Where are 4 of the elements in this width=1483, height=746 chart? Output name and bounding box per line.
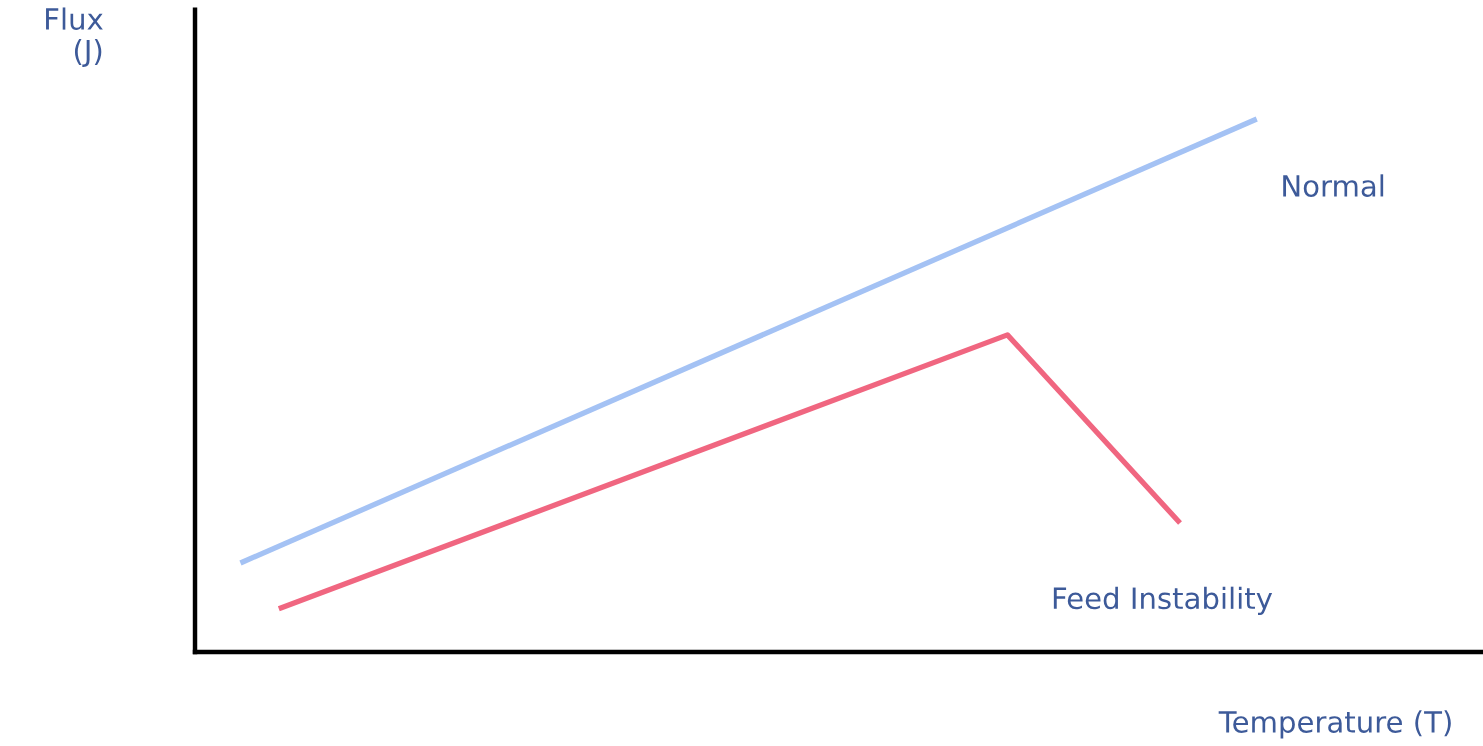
text: Feed Instability: [1053, 586, 1273, 615]
x-axis-title: Temperature (T): [1218, 710, 1451, 739]
text: Normal: [1283, 174, 1384, 197]
y-axis-title: Flux (J): [46, 7, 103, 68]
